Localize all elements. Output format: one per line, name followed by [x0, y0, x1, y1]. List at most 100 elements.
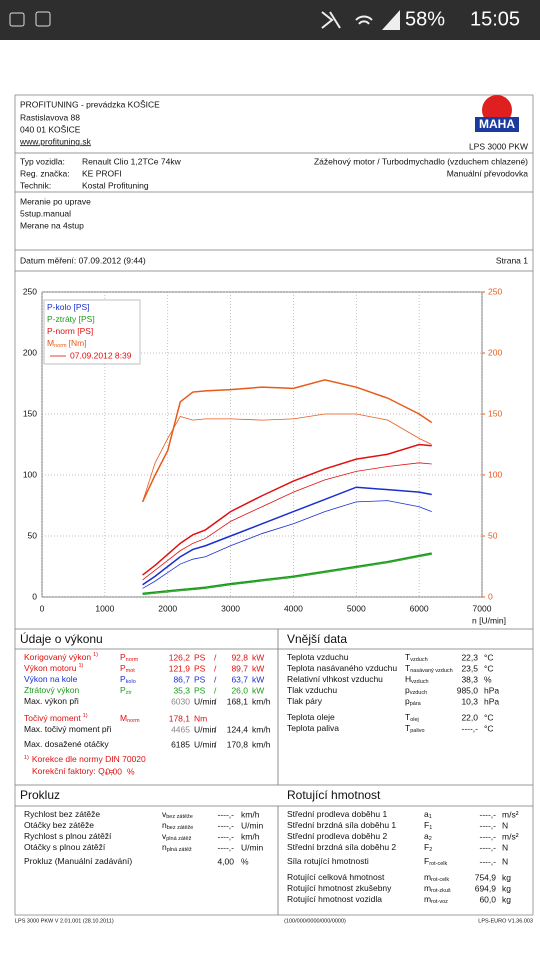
y2-tick-label: 250	[488, 286, 502, 296]
y-tick-label: 250	[23, 286, 37, 296]
row-separator: /	[214, 663, 217, 673]
label-text: Teplota paliva	[287, 723, 339, 733]
factor-value: 0,00	[105, 766, 122, 776]
notification-icon	[9, 12, 25, 27]
field-value: Renault Clio 1,2TCe 74kw	[82, 156, 182, 166]
label-text: Otáčky s plnou zátěží	[24, 842, 106, 852]
row-value: 168,1	[227, 696, 249, 706]
symbol-sub: nasávaný vzduch	[410, 668, 453, 674]
label-text: Střední prodleva doběhu 2	[287, 831, 387, 841]
row-value: 694,9	[475, 883, 497, 893]
symbol-base: T	[405, 723, 410, 733]
row-value: ----,-	[479, 831, 496, 841]
row-label: Max. točivý moment při	[24, 724, 111, 734]
symbol-sub: 1	[429, 814, 432, 820]
symbol-base: T	[405, 712, 410, 722]
row-value: ----,-	[479, 820, 496, 830]
legend-unit: [Nm]	[69, 338, 87, 348]
legend-name: P-ztráty [PS]	[47, 314, 95, 324]
row-value: ----,-	[217, 842, 234, 852]
symbol-sub: vzduch	[410, 657, 427, 663]
footnote-mark: 1)	[24, 755, 29, 761]
footnote: 1) Korekce dle normy DIN 70020	[24, 754, 146, 764]
symbol: vplná zátěž	[162, 831, 192, 842]
row-value: ----,-	[217, 831, 234, 841]
mute-icon	[321, 11, 341, 29]
row-label: Korigovaný výkon 1)	[24, 652, 98, 662]
series-line	[142, 500, 432, 589]
row-value: 60,0	[479, 894, 496, 904]
symbol-base: F	[424, 820, 429, 830]
series-line	[141, 379, 433, 503]
row-label: Teplota nasávaného vzduchu	[287, 663, 397, 673]
symbol-sub: plná zátěž	[167, 847, 192, 853]
row-label: Ztrátový výkon	[24, 685, 80, 695]
row-label: Točivý moment 1)	[24, 713, 88, 723]
row-value: 26,0	[231, 685, 248, 695]
row-separator: /	[214, 739, 217, 749]
model: LPS 3000 PKW	[469, 141, 528, 151]
row-label: Teplota oleje	[287, 712, 335, 722]
section-title: Rotující hmotnost	[287, 788, 381, 802]
row-unit: %	[484, 674, 492, 684]
symbol: Tolej	[405, 712, 419, 723]
symbol: F2	[424, 842, 432, 853]
row-unit: km/h	[252, 739, 271, 749]
legend-name: P-norm [PS]	[47, 326, 93, 336]
row-value: ----,-	[479, 842, 496, 852]
symbol: Hvzduch	[405, 674, 429, 685]
factor-sub: v	[105, 771, 108, 777]
symbol: Mnorm	[120, 713, 140, 724]
series-line	[142, 552, 432, 595]
footnote-mark: 1)	[78, 663, 83, 669]
row-value: 178,1	[169, 713, 191, 723]
row-unit: kg	[502, 894, 511, 904]
field-label: Technik:	[20, 180, 51, 190]
symbol-sub: olej	[410, 717, 419, 723]
symbol: Frot-celk	[424, 856, 447, 867]
factor-label: Korekční faktory: Q	[32, 766, 105, 776]
label-text: Rotující hmotnost vozidla	[287, 894, 382, 904]
row-separator: /	[214, 696, 217, 706]
row-unit: kg	[502, 883, 511, 893]
symbol-sub: kolo	[126, 679, 136, 685]
row-value: 6030	[171, 696, 190, 706]
symbol: Pkolo	[120, 674, 136, 685]
row-label: Střední brzdná síla doběhu 1	[287, 820, 396, 830]
symbol-base: a	[424, 809, 429, 819]
row-label: Rychlost bez zátěže	[24, 809, 100, 819]
x-axis-label: n [U/min]	[472, 615, 506, 625]
row-label: Rychlost s plnou zátěží	[24, 831, 112, 841]
symbol-sub: ztr	[126, 690, 132, 696]
row-unit: U/min	[194, 739, 216, 749]
symbol-base: n	[162, 842, 167, 852]
report-frame	[14, 94, 534, 916]
x-tick-label: 0	[40, 603, 45, 613]
y2-tick-label: 0	[488, 591, 493, 601]
engine: Zážehový motor / Turbodmychadlo (vzduche…	[314, 156, 528, 166]
row-unit: %	[241, 856, 249, 866]
footer-text: LPS 3000 PKW V 2.01.001 (28.10.2011)	[15, 918, 114, 924]
row-separator: /	[214, 674, 217, 684]
row-unit: hPa	[484, 685, 499, 695]
row-label: Rotující celková hmotnost	[287, 872, 385, 882]
city: 040 01 KOŠICE	[20, 124, 81, 134]
y2-tick-label: 150	[488, 408, 502, 418]
row-value: ----,-	[217, 809, 234, 819]
symbol: Tnasávaný vzduch	[405, 663, 453, 674]
row-value: 4,00	[217, 856, 234, 866]
symbol-sub: bez zátěže	[167, 825, 194, 831]
symbol-sub: 1	[429, 825, 432, 831]
x-tick-label: 5000	[347, 603, 366, 613]
factor-unit: %	[127, 766, 135, 776]
row-label: Rotující hmotnost zkušebny	[287, 883, 392, 893]
row-label: Síla rotující hmotnosti	[287, 856, 369, 866]
x-tick-label: 1000	[95, 603, 114, 613]
legend-entry: P-norm [PS]	[47, 326, 93, 336]
footnote-mark: 1)	[83, 713, 88, 719]
row-unit: N	[502, 820, 508, 830]
row-value: 10,3	[461, 696, 478, 706]
label-text: Rotující hmotnost zkušebny	[287, 883, 392, 893]
symbol-base: P	[120, 674, 126, 684]
label-text: Rychlost bez zátěže	[24, 809, 100, 819]
